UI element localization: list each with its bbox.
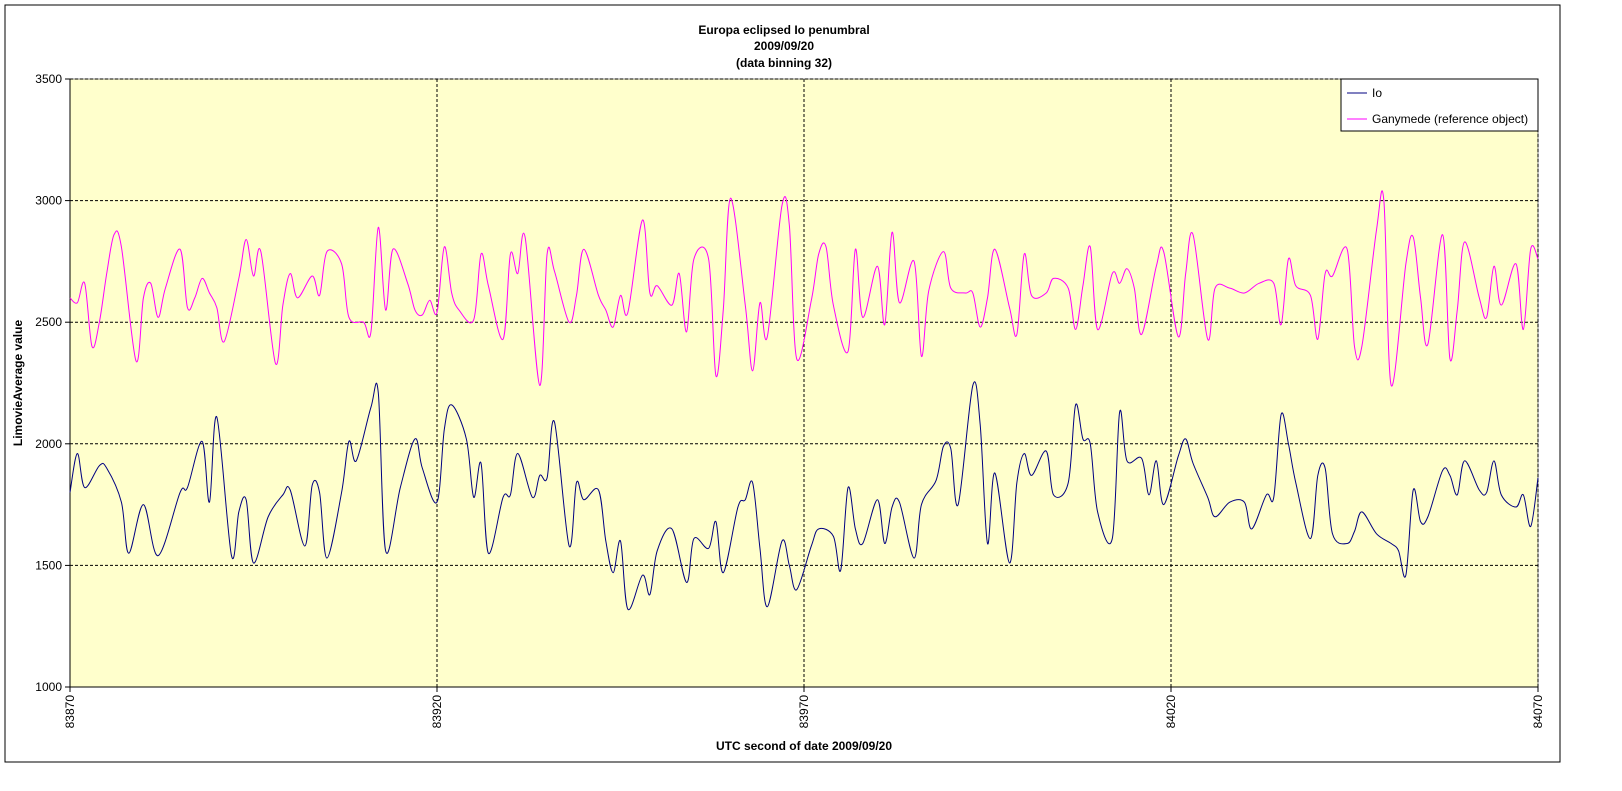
y-axis-label: LimovieAverage value (11, 320, 25, 447)
line-series (69, 190, 1539, 387)
y-tick-label: 3500 (35, 72, 62, 86)
legend-label: Io (1372, 86, 1382, 100)
x-axis-label: UTC second of date 2009/09/20 (716, 739, 892, 753)
x-tick-label: 83870 (63, 695, 77, 729)
chart-subtitle: (data binning 32) (736, 56, 832, 70)
chart-subtitle: 2009/09/20 (754, 39, 814, 53)
line-series (69, 381, 1539, 610)
y-tick-label: 3000 (35, 194, 62, 208)
x-tick-label: 84070 (1531, 695, 1545, 729)
x-tick-label: 83970 (797, 695, 811, 729)
y-tick-label: 2500 (35, 315, 62, 329)
legend-box (1340, 78, 1539, 132)
y-tick-label: 1500 (35, 558, 62, 572)
x-tick-label: 83920 (430, 695, 444, 729)
x-tick-label: 84020 (1164, 695, 1178, 729)
chart-title: Europa eclipsed Io penumbral (698, 23, 869, 37)
y-tick-label: 1000 (35, 680, 62, 694)
y-tick-label: 2000 (35, 437, 62, 451)
legend-label: Ganymede (reference object) (1372, 112, 1528, 126)
